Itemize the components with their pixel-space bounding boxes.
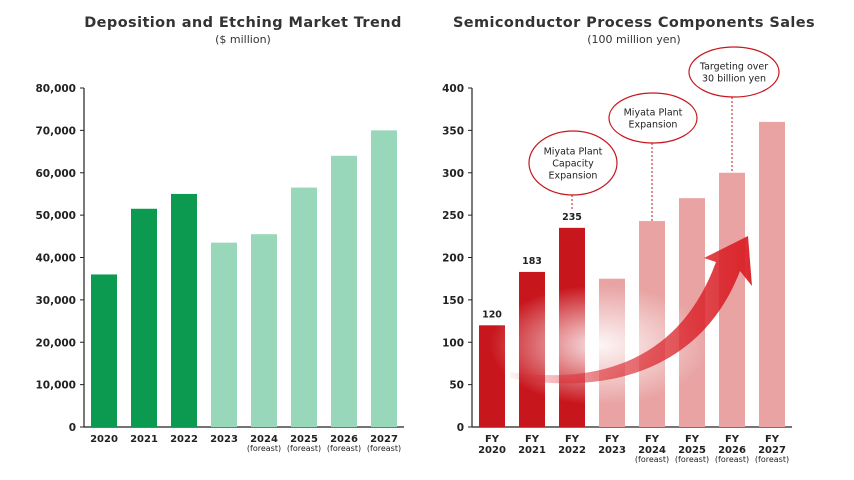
x-tick-label: 2020 bbox=[478, 445, 506, 456]
bar-2027 bbox=[759, 121, 785, 428]
x-tick-note: (foreast) bbox=[715, 455, 749, 464]
bar-2023 bbox=[211, 242, 237, 427]
y-tick-label: 150 bbox=[442, 295, 464, 307]
y-tick-label: 50 bbox=[449, 380, 464, 392]
y-tick-label: 60,000 bbox=[35, 168, 76, 180]
x-tick-prefix: FY bbox=[725, 434, 740, 445]
x-tick-prefix: FY bbox=[645, 434, 660, 445]
y-tick-label: 80,000 bbox=[35, 83, 76, 95]
y-tick-label: 50,000 bbox=[35, 210, 76, 222]
chart-subtitle: (100 million yen) bbox=[587, 33, 680, 46]
y-tick-label: 10,000 bbox=[35, 380, 76, 392]
chart-subtitle: ($ million) bbox=[215, 33, 271, 46]
trend-arrow-shape bbox=[510, 236, 752, 384]
callout-text: Miyata Plant bbox=[544, 147, 603, 158]
y-tick-label: 400 bbox=[442, 83, 464, 95]
x-tick-label: 2025 bbox=[290, 434, 318, 445]
x-tick-label: 2023 bbox=[210, 434, 238, 445]
x-tick-prefix: FY bbox=[765, 434, 780, 445]
x-tick-note: (foreast) bbox=[675, 455, 709, 464]
x-tick-label: 2025 bbox=[678, 445, 706, 456]
callout-text: 30 billion yen bbox=[702, 74, 766, 85]
trend-arrow-glow bbox=[490, 285, 710, 405]
bar-2022 bbox=[171, 193, 197, 427]
x-tick-note: (foreast) bbox=[247, 444, 281, 453]
callout-text: Expansion bbox=[629, 120, 678, 131]
x-tick-label: 2026 bbox=[718, 445, 746, 456]
bar-2027 bbox=[371, 130, 397, 427]
x-tick-label: 2027 bbox=[370, 434, 398, 445]
y-tick-label: 30,000 bbox=[35, 295, 76, 307]
x-tick-label: 2023 bbox=[598, 445, 626, 456]
x-tick-label: 2024 bbox=[638, 445, 666, 456]
y-tick-label: 300 bbox=[442, 168, 464, 180]
x-tick-prefix: FY bbox=[685, 434, 700, 445]
y-tick-label: 20,000 bbox=[35, 337, 76, 349]
y-tick-label: 200 bbox=[442, 253, 464, 265]
data-label: 235 bbox=[562, 212, 582, 223]
bar-2025 bbox=[291, 187, 317, 427]
bar-2026 bbox=[331, 155, 357, 428]
y-tick-label: 70,000 bbox=[35, 125, 76, 137]
callout-text: Expansion bbox=[549, 171, 598, 182]
x-tick-label: 2026 bbox=[330, 434, 358, 445]
data-label: 120 bbox=[482, 309, 502, 320]
x-tick-note: (foreast) bbox=[367, 444, 401, 453]
x-tick-label: 2021 bbox=[518, 445, 546, 456]
x-tick-label: 2027 bbox=[758, 445, 786, 456]
bar-2021 bbox=[131, 208, 157, 427]
x-tick-label: 2022 bbox=[558, 445, 586, 456]
y-tick-label: 250 bbox=[442, 210, 464, 222]
callout-text: Capacity bbox=[552, 159, 594, 170]
y-tick-label: 0 bbox=[69, 422, 76, 434]
process-components-sales-chart: Semiconductor Process Components Sales (… bbox=[442, 15, 815, 464]
callout-text: Miyata Plant bbox=[624, 108, 683, 119]
bar-2020 bbox=[91, 274, 117, 427]
x-tick-note: (foreast) bbox=[287, 444, 321, 453]
callout-bubble bbox=[528, 130, 618, 196]
callout-text: Targeting over bbox=[699, 62, 768, 73]
x-tick-prefix: FY bbox=[605, 434, 620, 445]
chart-title: Semiconductor Process Components Sales bbox=[453, 15, 815, 31]
y-tick-label: 350 bbox=[442, 125, 464, 137]
y-tick-label: 40,000 bbox=[35, 253, 76, 265]
chart-title: Deposition and Etching Market Trend bbox=[84, 15, 401, 31]
x-tick-label: 2022 bbox=[170, 434, 198, 445]
x-tick-label: 2024 bbox=[250, 434, 278, 445]
x-tick-prefix: FY bbox=[485, 434, 500, 445]
callout-bubble bbox=[608, 92, 698, 144]
callout-bubble bbox=[688, 46, 780, 98]
bar-2024 bbox=[251, 234, 277, 427]
deposition-etching-chart: Deposition and Etching Market Trend ($ m… bbox=[35, 15, 404, 453]
x-tick-note: (foreast) bbox=[327, 444, 361, 453]
trend-arrow bbox=[490, 236, 752, 405]
x-tick-note: (foreast) bbox=[755, 455, 789, 464]
x-tick-label: 2020 bbox=[90, 434, 118, 445]
x-tick-label: 2021 bbox=[130, 434, 158, 445]
x-tick-prefix: FY bbox=[565, 434, 580, 445]
x-tick-prefix: FY bbox=[525, 434, 540, 445]
y-tick-label: 0 bbox=[457, 422, 464, 434]
y-tick-label: 100 bbox=[442, 337, 464, 349]
data-label: 183 bbox=[522, 256, 542, 267]
x-tick-note: (foreast) bbox=[635, 455, 669, 464]
